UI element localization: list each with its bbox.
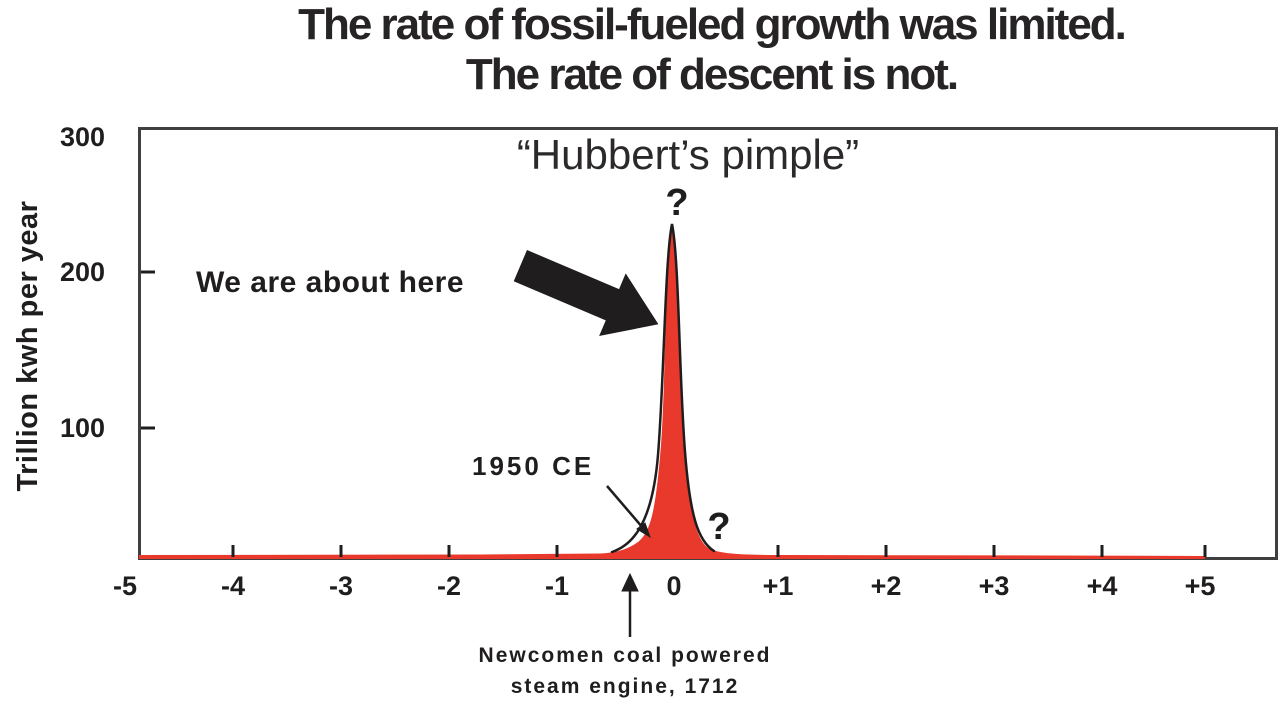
x-tick-label-minus2: -2: [436, 571, 461, 601]
label-1950-ce: 1950 CE: [472, 451, 595, 481]
x-tick-label-zero: 0: [666, 571, 682, 601]
we-are-here-label: We are about here: [196, 266, 465, 299]
newcomen-caption-line2: steam engine, 1712: [510, 675, 740, 698]
x-tick-label-minus4: -4: [220, 571, 245, 601]
x-tick-label-plus2: +2: [870, 571, 902, 601]
x-tick-label-plus4: +4: [1086, 571, 1118, 601]
newcomen-arrow: [621, 572, 639, 637]
x-tick-label-minus3: -3: [328, 571, 353, 601]
pimple-annotation: “Hubbert’s pimple”: [516, 131, 860, 178]
chart-title: The rate of fossil-fueled growth was lim…: [138, 0, 1285, 100]
y-axis-title: Trillion kwh per year: [12, 200, 44, 492]
y-axis-ticks: [141, 270, 155, 430]
question-mark-top: ?: [665, 182, 689, 224]
we-are-here-arrow: [513, 250, 659, 337]
fossil-energy-area: [139, 224, 1205, 559]
x-tick-label-minus5: -5: [112, 571, 137, 601]
x-tick-label-plus1: +1: [762, 571, 794, 601]
newcomen-caption: Newcomen coal powered steam engine, 1712: [420, 640, 830, 702]
newcomen-caption-line1: Newcomen coal powered: [478, 644, 772, 667]
x-tick-label-plus5: +5: [1184, 571, 1216, 601]
chart-title-line2: The rate of descent is not.: [465, 50, 959, 99]
chart-title-line1: The rate of fossil-fueled growth was lim…: [298, 0, 1127, 49]
y-tick-label-300: 300: [59, 122, 105, 152]
x-tick-label-plus3: +3: [978, 571, 1010, 601]
arrow-1950: [606, 485, 651, 539]
y-tick-label-100: 100: [59, 413, 105, 443]
spike-outline: [610, 223, 716, 554]
y-tick-label-200: 200: [59, 257, 105, 287]
x-tick-label-minus1: -1: [544, 571, 569, 601]
question-mark-right: ?: [707, 506, 731, 548]
x-axis-ticks: [231, 545, 1207, 557]
